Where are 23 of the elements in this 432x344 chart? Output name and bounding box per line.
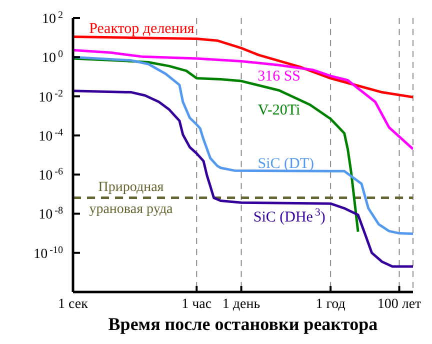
- x-tick-label: 100 лет: [377, 297, 422, 312]
- line-series: [73, 90, 413, 268]
- y-tick-label: 10$^{-10}$: [34, 244, 63, 262]
- line-series: [73, 36, 413, 98]
- y-tick-label: 10$^{-6}$: [38, 166, 63, 184]
- x-axis-title: Время после остановки реактора: [108, 314, 378, 334]
- x-tick-label: 1 день: [222, 297, 260, 312]
- ref-line-label: Природная урановая руда: [89, 180, 174, 217]
- y-tick-label: 10$^{-8}$: [38, 205, 63, 223]
- line-series: [73, 48, 413, 150]
- series-label: 316 SS: [258, 68, 301, 85]
- x-tick-label: 1 год: [316, 297, 346, 312]
- x-tick-label: 1 час: [182, 297, 212, 312]
- y-tick-label: 10$^{0}$: [42, 48, 63, 66]
- series-label: SiC (DT): [258, 156, 314, 172]
- series-label: SiC (DHe$^{3}$): [253, 206, 326, 226]
- x-tick-label: 1 сек: [58, 297, 88, 312]
- series-label: Реактор деления: [89, 21, 194, 38]
- y-tick-label: 10$^{2}$: [42, 10, 63, 27]
- line-series: [73, 56, 413, 235]
- y-tick-label: 10$^{-2}$: [38, 88, 63, 106]
- series-label: V-20Ti: [258, 102, 300, 119]
- y-tick-label: 10$^{-4}$: [38, 126, 63, 144]
